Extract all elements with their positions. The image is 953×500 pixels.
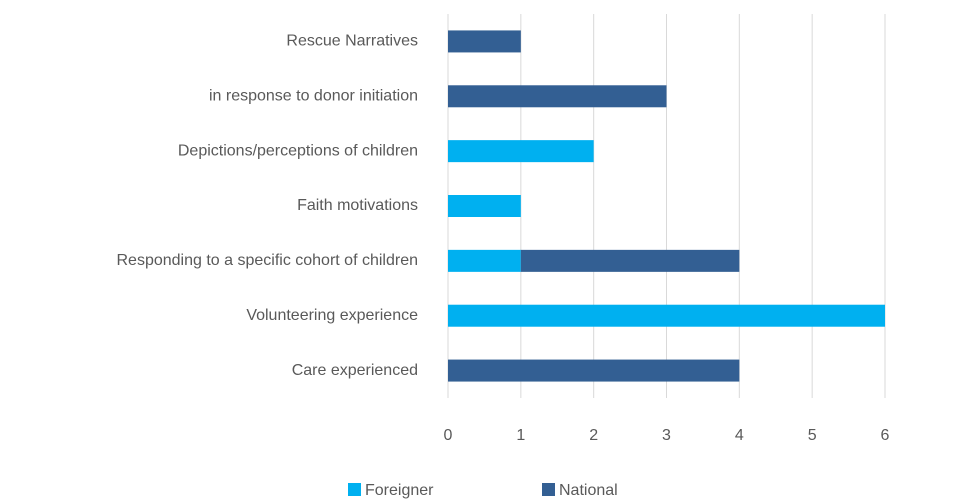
x-tick-label: 1 (516, 427, 525, 444)
legend-swatch (542, 483, 555, 496)
y-tick-label: in response to donor initiation (209, 88, 418, 105)
x-tick-label: 2 (589, 427, 598, 444)
bar (448, 85, 667, 108)
bar (448, 359, 740, 382)
bar (520, 249, 740, 272)
x-tick-label: 5 (808, 427, 817, 444)
x-tick-label: 6 (881, 427, 890, 444)
legend-swatch (348, 483, 361, 496)
bar (448, 195, 521, 217)
legend-label: Foreigner (365, 482, 434, 499)
y-tick-label: Care experienced (292, 362, 418, 379)
y-tick-label: Rescue Narratives (286, 33, 418, 50)
x-tick-label: 4 (735, 427, 744, 444)
x-tick-label: 0 (444, 427, 453, 444)
y-tick-label: Faith motivations (297, 197, 418, 214)
bar (448, 140, 594, 163)
y-tick-label: Volunteering experience (246, 307, 418, 324)
y-tick-label: Depictions/perceptions of children (178, 142, 418, 159)
legend-label: National (559, 482, 618, 499)
bar (448, 249, 521, 272)
x-tick-label: 3 (662, 427, 671, 444)
bar (448, 304, 885, 327)
y-tick-label: Responding to a specific cohort of child… (116, 252, 418, 269)
bar (448, 30, 521, 53)
